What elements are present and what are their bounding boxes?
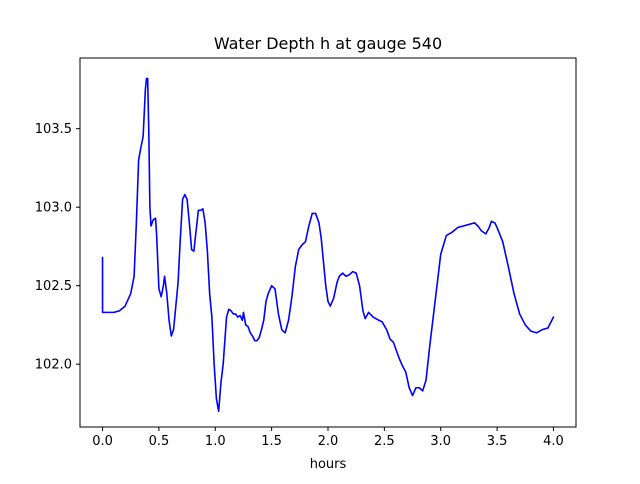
x-tick-label: 0.5	[149, 434, 170, 449]
y-tick-label: 103.5	[35, 122, 72, 137]
y-tick-label: 103.0	[35, 201, 72, 216]
x-tick-label: 1.0	[205, 434, 226, 449]
x-tick-label: 1.5	[261, 434, 282, 449]
x-tick-label: 3.0	[430, 434, 451, 449]
y-tick-label: 102.0	[35, 358, 72, 373]
x-tick-label: 2.0	[318, 434, 339, 449]
plot-area	[101, 77, 555, 413]
x-axis-label: hours	[310, 457, 347, 472]
x-tick-label: 3.5	[487, 434, 508, 449]
x-tick-label: 2.5	[374, 434, 395, 449]
x-tick-label: 0.0	[92, 434, 113, 449]
chart-title: Water Depth h at gauge 540	[214, 34, 442, 53]
y-tick-label: 102.5	[35, 279, 72, 294]
x-tick-label: 4.0	[543, 434, 564, 449]
axes: 0.0 0.5 1.0 1.5 2.0 2.5 3.0 3.5 4.0 102.0 102.5 103…	[35, 57, 577, 449]
series-line-0	[101, 77, 555, 413]
